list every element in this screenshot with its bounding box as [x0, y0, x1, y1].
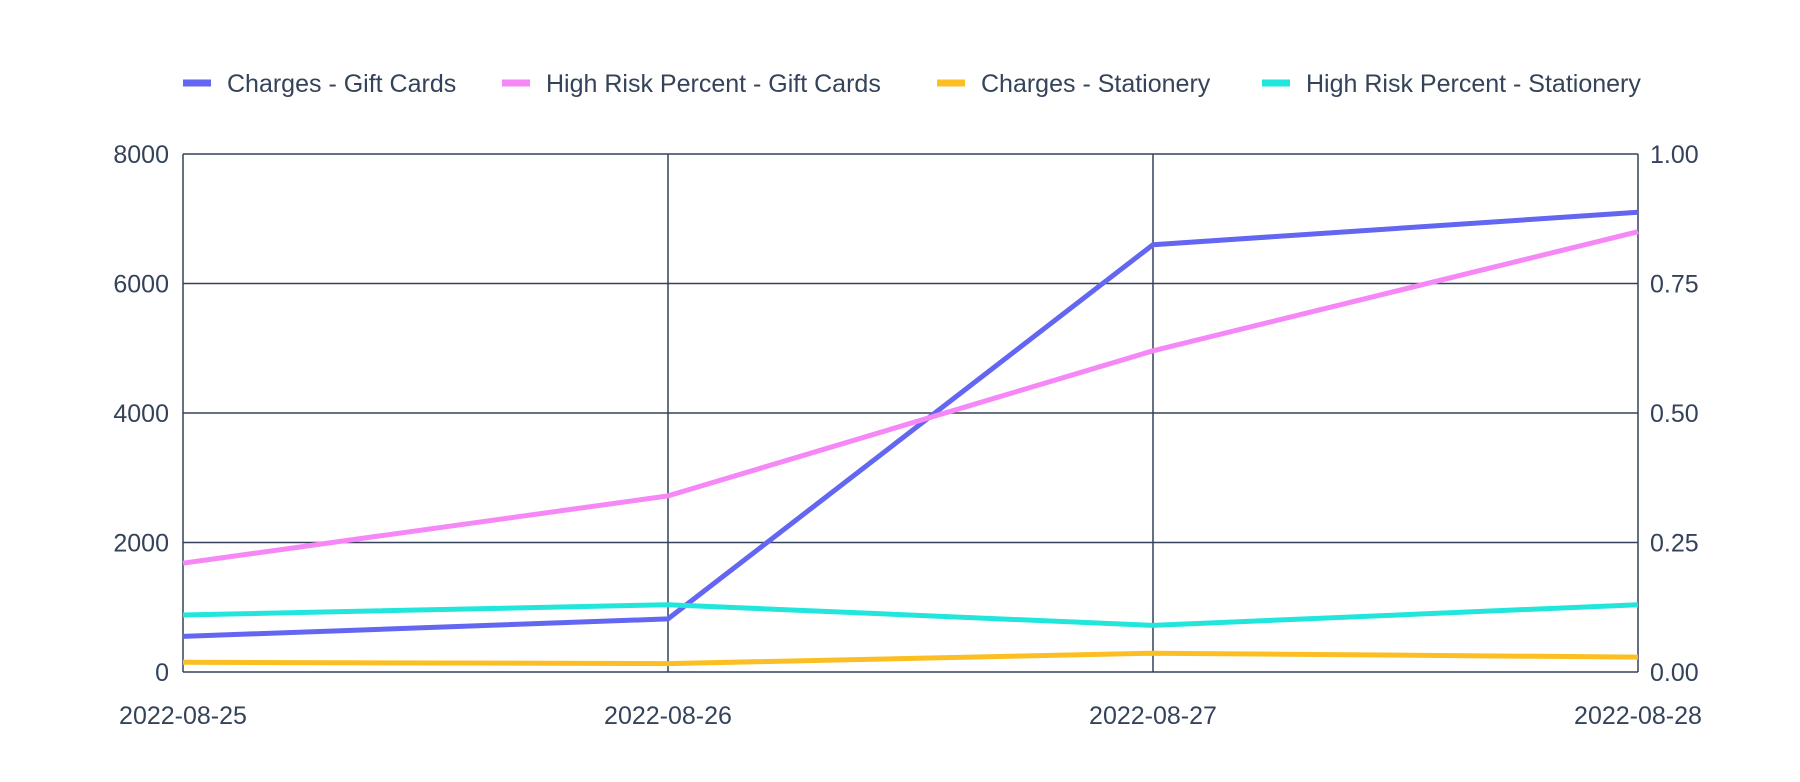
series-line-1	[182, 209, 1639, 639]
legend-label: High Risk Percent - Stationery	[1306, 70, 1641, 98]
legend-label: Charges - Stationery	[981, 70, 1211, 98]
series-line-4	[182, 602, 1639, 628]
y-right-tick-label: 0.75	[1650, 271, 1699, 299]
y-left-tick-label: 4000	[113, 400, 169, 428]
grid	[182, 153, 1639, 673]
legend-label: Charges - Gift Cards	[227, 70, 456, 98]
y-right-tick-label: 0.50	[1650, 400, 1699, 428]
y-left-tick-label: 2000	[113, 530, 169, 558]
series-line-2	[182, 229, 1639, 566]
y-left-tick-label: 6000	[113, 271, 169, 299]
y-right-tick-label: 0.00	[1650, 659, 1699, 687]
x-tick-label: 2022-08-27	[1089, 702, 1217, 730]
series-group	[182, 209, 1639, 667]
y-left-tick-label: 0	[155, 659, 169, 687]
y-left-tick-label: 8000	[113, 141, 169, 169]
series-line-3	[182, 650, 1639, 667]
axes: 8000 6000 4000 2000 0 1.00 0.75 0.50 0.25 0.00 202…	[113, 141, 1702, 730]
x-tick-label: 2022-08-26	[604, 702, 732, 730]
legend-label: High Risk Percent - Gift Cards	[546, 70, 881, 98]
y-right-tick-label: 1.00	[1650, 141, 1699, 169]
x-tick-label: 2022-08-28	[1574, 702, 1702, 730]
legend: Charges - Gift Cards High Risk Percent - …	[183, 70, 1641, 98]
y-right-tick-label: 0.25	[1650, 530, 1699, 558]
x-tick-label: 2022-08-25	[119, 702, 247, 730]
